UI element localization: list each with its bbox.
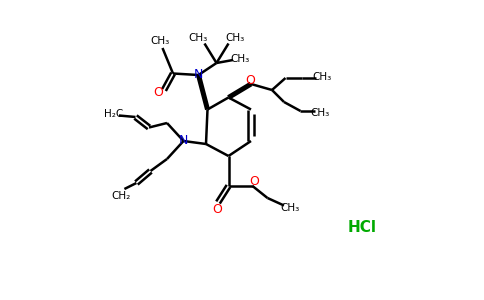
- Text: CH₃: CH₃: [311, 107, 330, 118]
- Text: HCl: HCl: [348, 220, 377, 236]
- Text: O: O: [249, 175, 259, 188]
- Text: N: N: [194, 68, 203, 82]
- Text: CH₃: CH₃: [188, 33, 208, 43]
- Text: CH₃: CH₃: [312, 71, 332, 82]
- Text: O: O: [153, 86, 163, 99]
- Text: CH₃: CH₃: [225, 33, 244, 43]
- Text: CH₃: CH₃: [230, 54, 249, 64]
- Text: CH₃: CH₃: [280, 203, 300, 213]
- Text: H₂C: H₂C: [104, 109, 123, 119]
- Text: CH₂: CH₂: [111, 190, 130, 201]
- Text: N: N: [179, 134, 188, 148]
- Text: O: O: [212, 202, 222, 216]
- Text: O: O: [245, 74, 256, 87]
- Text: CH₃: CH₃: [151, 36, 170, 46]
